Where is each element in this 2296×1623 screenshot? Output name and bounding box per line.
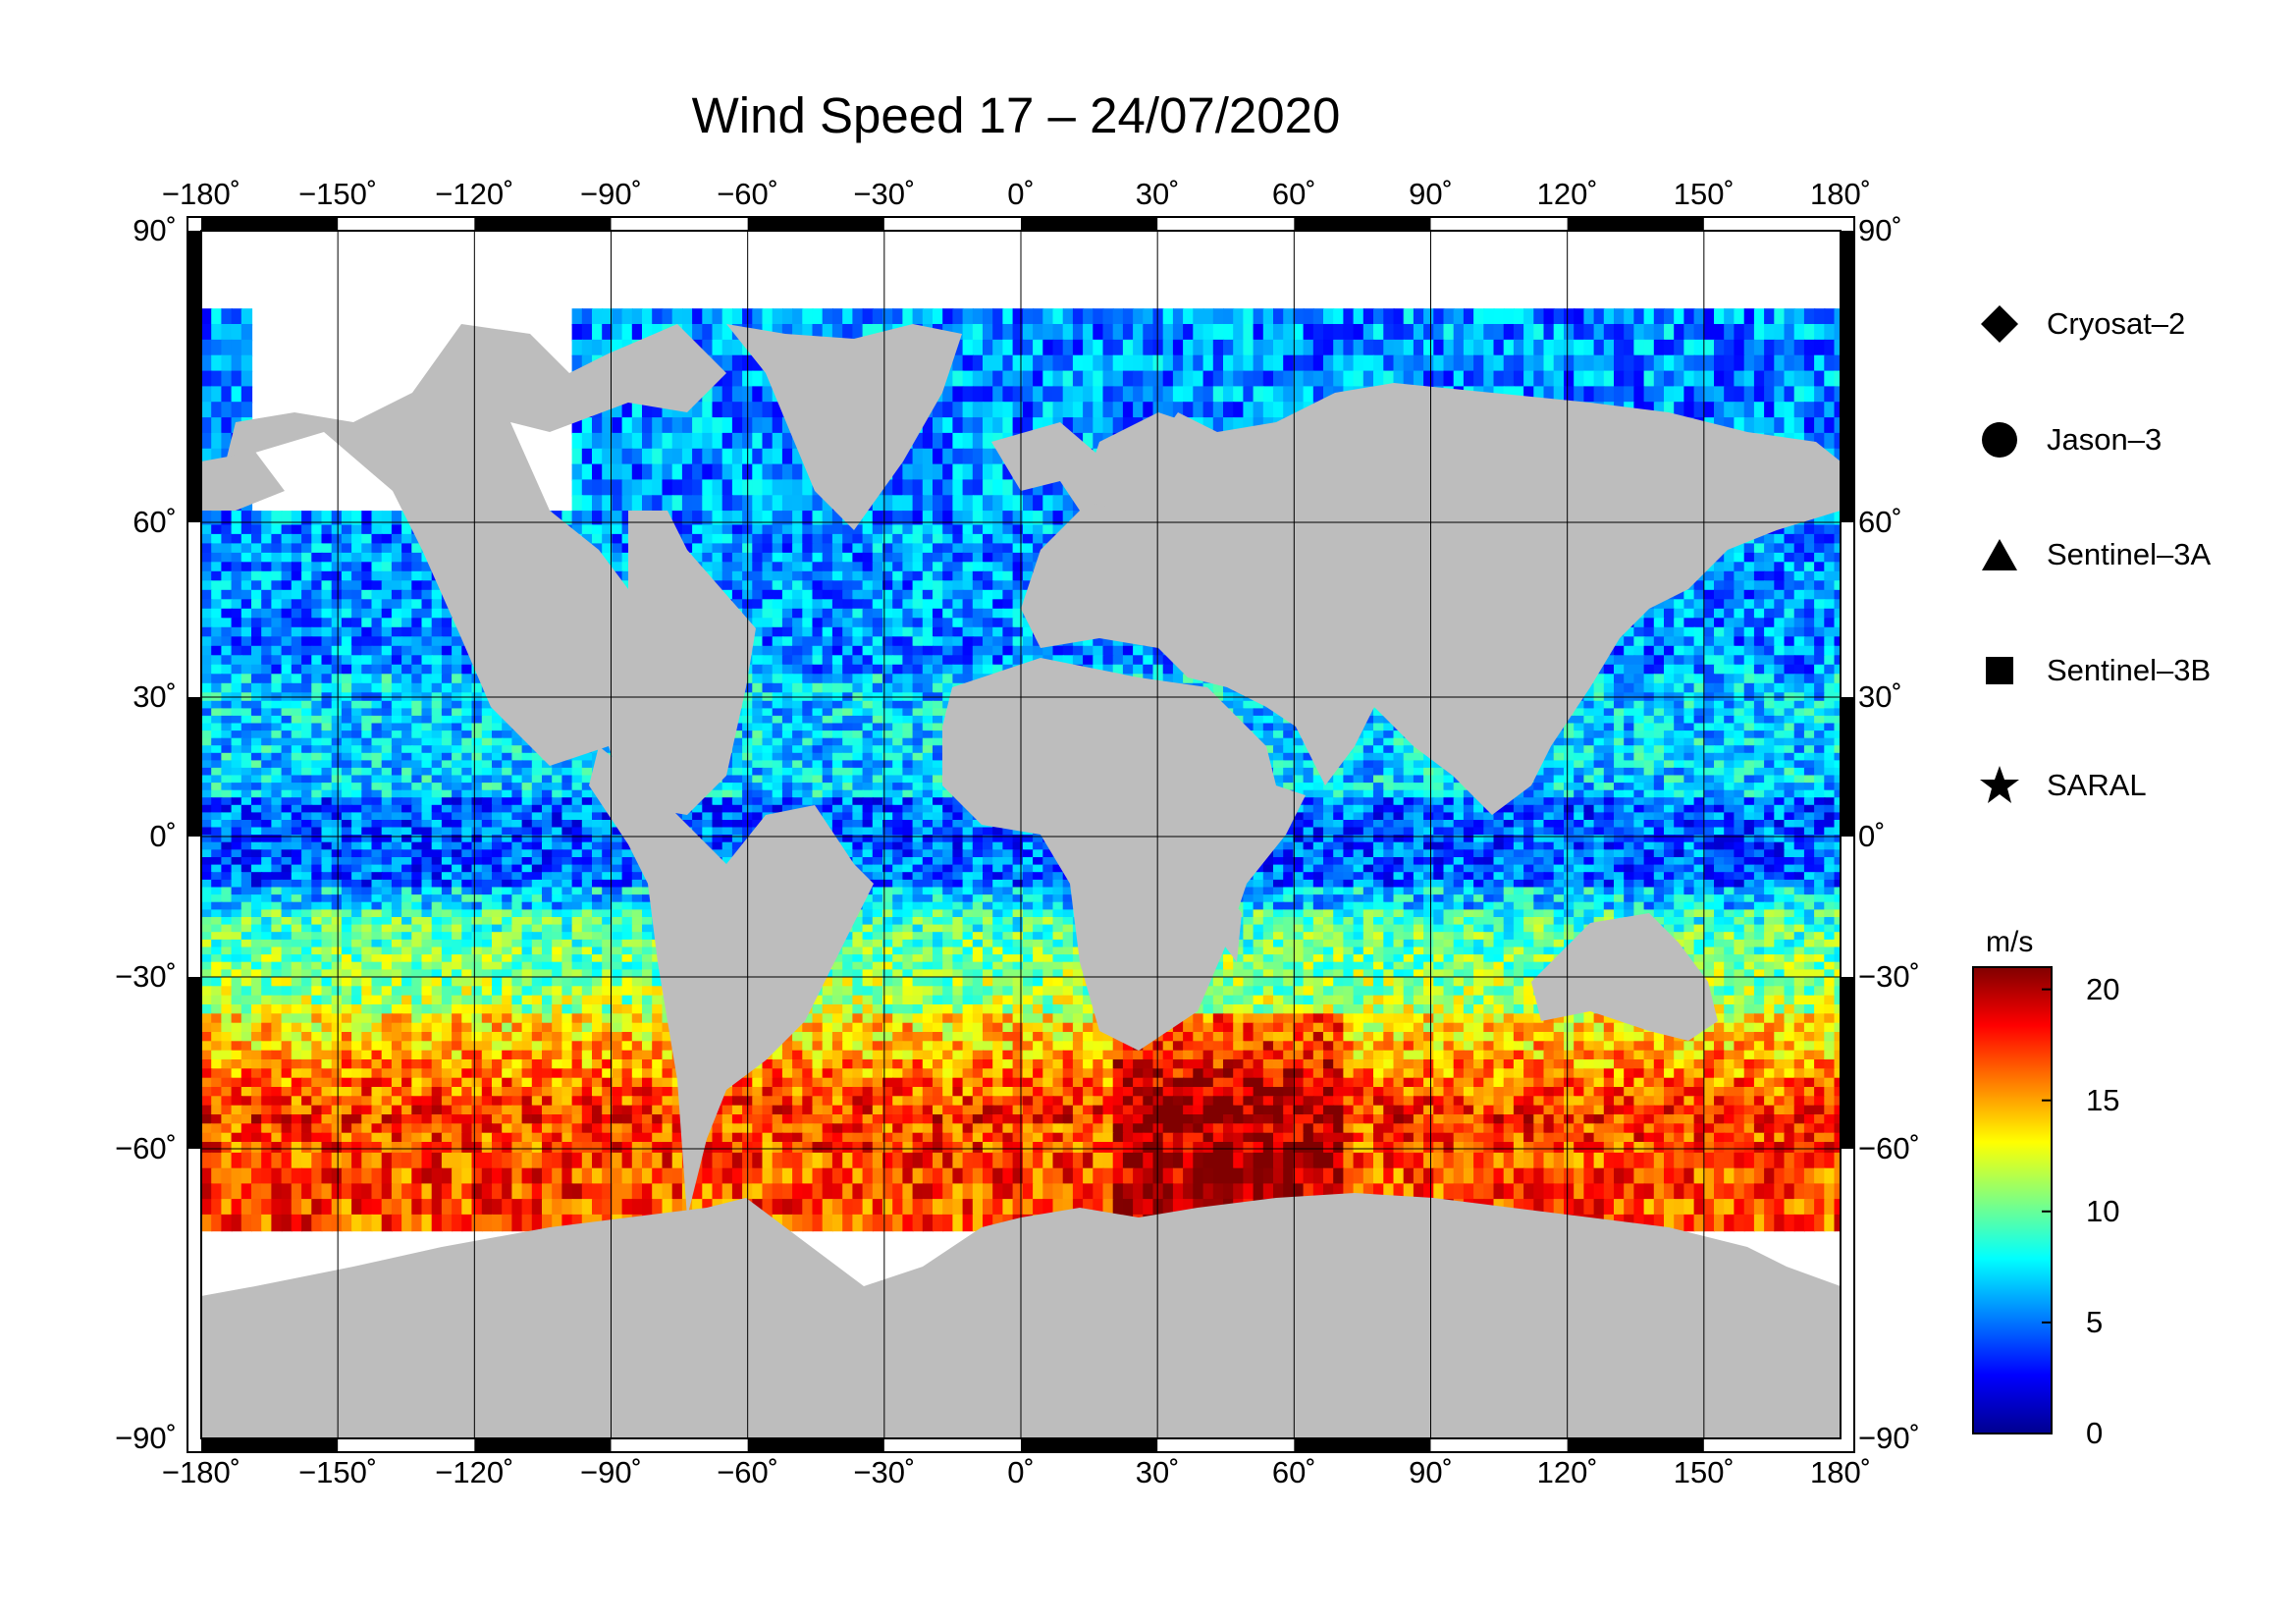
map-title: Wind Speed 17 – 24/07/2020 bbox=[691, 87, 1341, 143]
star-icon bbox=[1980, 766, 2019, 803]
landmass-greenland bbox=[726, 324, 962, 530]
tick-label: 60˚ bbox=[1271, 177, 1316, 211]
tick-label: −90˚ bbox=[580, 177, 642, 211]
tick-label: 0˚ bbox=[1007, 1455, 1035, 1489]
landmass-north-america bbox=[226, 324, 756, 815]
tick-label: 180˚ bbox=[1809, 177, 1872, 211]
colorbar-unit: m/s bbox=[1986, 926, 2034, 958]
legend-item-saral: SARAL bbox=[1978, 756, 2147, 815]
tick-label: 90˚ bbox=[1858, 213, 1902, 247]
tick-label: 60˚ bbox=[1271, 1455, 1316, 1489]
tick-label: −60˚ bbox=[115, 1131, 177, 1165]
tick-label: −150˚ bbox=[298, 1455, 378, 1489]
legend-item-cryosat: Cryosat–2 bbox=[1978, 295, 2185, 353]
legend-label: SARAL bbox=[2047, 768, 2147, 802]
diamond-icon bbox=[1981, 305, 2018, 343]
colorbar-tick-label: 15 bbox=[2086, 1082, 2120, 1117]
landmass-south-america bbox=[589, 746, 874, 1217]
tick-label: −150˚ bbox=[298, 177, 378, 211]
tick-label: 60˚ bbox=[1858, 505, 1902, 539]
tick-label: −180˚ bbox=[161, 177, 241, 211]
tick-label: 30˚ bbox=[1135, 177, 1180, 211]
tick-label: 90˚ bbox=[133, 213, 177, 247]
tick-label: 60˚ bbox=[133, 505, 177, 539]
tick-label: −30˚ bbox=[115, 959, 177, 994]
landmass-eurasia bbox=[991, 383, 1841, 815]
tick-label: −90˚ bbox=[115, 1421, 177, 1455]
tick-label: 150˚ bbox=[1673, 177, 1735, 211]
legend-item-jason: Jason–3 bbox=[1978, 410, 2162, 469]
circle-icon bbox=[1982, 422, 2017, 458]
tick-label: 120˚ bbox=[1536, 1455, 1598, 1489]
tick-label: −120˚ bbox=[435, 177, 514, 211]
colorbar-tick-label: 20 bbox=[2086, 971, 2120, 1006]
tick-label: 120˚ bbox=[1536, 177, 1598, 211]
tick-label: −30˚ bbox=[1858, 959, 1920, 994]
colorbar-tick-label: 10 bbox=[2086, 1193, 2120, 1228]
tick-label: 90˚ bbox=[1409, 177, 1453, 211]
tick-label: 30˚ bbox=[133, 679, 177, 714]
tick-label: 0˚ bbox=[1858, 819, 1886, 853]
tick-label: 30˚ bbox=[1858, 679, 1902, 714]
landmass-africa bbox=[942, 658, 1306, 1051]
colorbar bbox=[1972, 966, 2053, 1434]
square-icon bbox=[1986, 657, 2013, 684]
tick-label: −30˚ bbox=[853, 177, 916, 211]
tick-label: −60˚ bbox=[1858, 1131, 1920, 1165]
legend-label: Jason–3 bbox=[2047, 422, 2163, 457]
tick-label: −90˚ bbox=[1858, 1421, 1920, 1455]
landmass-scandinavia bbox=[1080, 412, 1188, 511]
tick-label: 0˚ bbox=[1007, 177, 1035, 211]
tick-label: 150˚ bbox=[1673, 1455, 1735, 1489]
triangle-icon bbox=[1982, 539, 2017, 570]
tick-label: 90˚ bbox=[1409, 1455, 1453, 1489]
tick-label: −60˚ bbox=[717, 1455, 779, 1489]
tick-label: −30˚ bbox=[853, 1455, 916, 1489]
tick-label: 180˚ bbox=[1809, 1455, 1872, 1489]
tick-label: 0˚ bbox=[149, 819, 177, 853]
graticule bbox=[201, 231, 1841, 1438]
tick-label: −90˚ bbox=[580, 1455, 642, 1489]
tick-label: −60˚ bbox=[717, 177, 779, 211]
colorbar-tick-label: 5 bbox=[2086, 1304, 2104, 1339]
legend-item-sentinel-3a: Sentinel–3A bbox=[1978, 525, 2211, 584]
legend-label: Sentinel–3B bbox=[2047, 653, 2212, 687]
colorbar-gradient bbox=[1972, 966, 2053, 1434]
map-border bbox=[187, 216, 1855, 1453]
tick-label: −120˚ bbox=[435, 1455, 514, 1489]
tick-label: −180˚ bbox=[161, 1455, 241, 1489]
legend-label: Sentinel–3A bbox=[2047, 537, 2212, 571]
tick-label: 30˚ bbox=[1135, 1455, 1180, 1489]
legend-item-sentinel-3b: Sentinel–3B bbox=[1978, 641, 2211, 700]
colorbar-tick-label: 0 bbox=[2086, 1416, 2104, 1450]
legend-label: Cryosat–2 bbox=[2047, 306, 2186, 341]
landmass-madagascar bbox=[1222, 893, 1242, 962]
landmass-alaska bbox=[201, 452, 285, 511]
